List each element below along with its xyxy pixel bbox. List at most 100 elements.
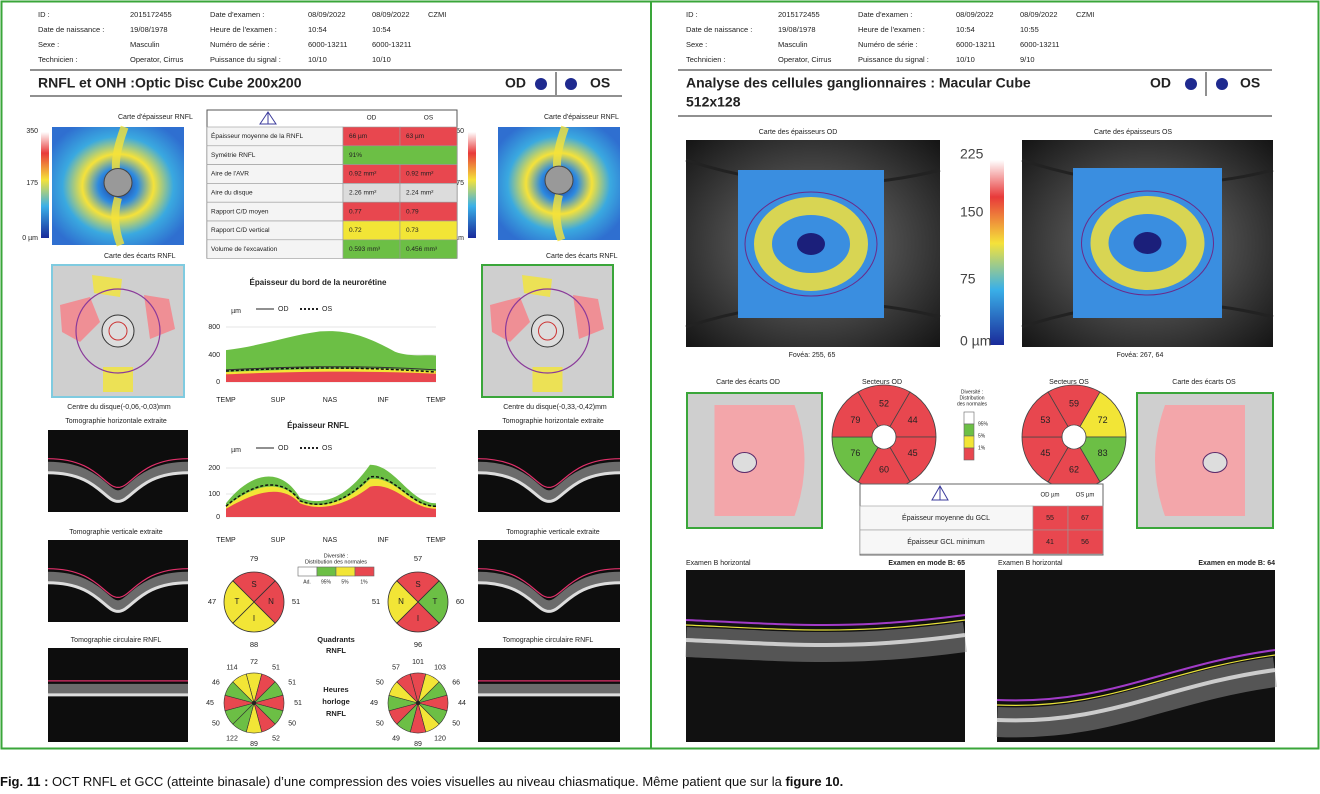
x-label: TEMP	[216, 397, 236, 404]
eye-label: OS	[590, 75, 610, 91]
caption-part: figure 10.	[785, 774, 843, 789]
gcl-sector	[857, 384, 911, 428]
info-text: 08/09/2022	[372, 10, 410, 19]
info-text: Heure de l'examen :	[858, 25, 925, 34]
table-cell-text: 0.92 mm²	[406, 171, 434, 178]
table-cell-text: 0.73	[406, 227, 419, 234]
bscan-layer	[996, 668, 1276, 723]
map-label: Secteurs OS	[1049, 379, 1089, 386]
clock-value: 50	[288, 720, 296, 727]
cup	[108, 321, 128, 341]
x-label: SUP	[271, 537, 286, 544]
info-text: ID :	[686, 10, 698, 19]
eye-label: OS	[1240, 75, 1260, 91]
oct-layer	[47, 471, 189, 503]
table-cell-text: Épaisseur moyenne de la RNFL	[211, 131, 304, 140]
eye-dot	[1216, 78, 1228, 90]
x-label: NAS	[323, 397, 338, 404]
y-tick-label: 0	[216, 514, 220, 521]
scan-circle	[75, 288, 161, 374]
info-text: Technicien :	[686, 55, 726, 64]
table-cell-text: Rapport C/D vertical	[211, 227, 270, 234]
x-label: TEMP	[426, 537, 446, 544]
gcl-sector	[889, 391, 937, 438]
gcl-sector	[1079, 436, 1127, 483]
fovea	[797, 233, 825, 255]
bscan-label: Examen en mode B: 65	[888, 560, 965, 567]
fovea	[1133, 232, 1162, 254]
table-icon	[259, 111, 277, 125]
quadrant-value: 51	[292, 597, 300, 606]
legend-swatch	[963, 435, 975, 449]
oct-layer	[47, 461, 189, 501]
bscan-boundary	[685, 614, 966, 626]
oct-layer	[47, 581, 189, 613]
gcl-sector	[1079, 391, 1127, 438]
clock-value: 51	[288, 679, 296, 686]
legend-text: 5%	[978, 433, 986, 439]
eye-label: OD	[505, 75, 526, 91]
clock-value: 46	[212, 679, 220, 686]
quadrant-value: 79	[250, 554, 258, 563]
legend-text: 95%	[978, 421, 989, 427]
clock-value: 50	[212, 720, 220, 727]
table-cell	[859, 505, 1034, 531]
deviation-area	[522, 275, 552, 297]
info-text: Sexe :	[686, 40, 707, 49]
bscan-boundary	[996, 649, 1276, 702]
map-label: Carte des épaisseurs OD	[759, 129, 838, 136]
table-cell-text: 55	[1046, 515, 1054, 522]
table-cell-text: 2.26 mm²	[349, 190, 377, 197]
legend-text: OD	[278, 306, 289, 313]
info-text: 10:55	[1020, 25, 1039, 34]
fovea	[732, 452, 757, 473]
gcl-sector	[831, 436, 879, 483]
legend-title: Diversité :	[961, 389, 983, 395]
sector-value: 52	[879, 398, 889, 408]
info-text: 6000-13211	[956, 40, 995, 49]
table-header: OS	[424, 115, 434, 122]
info-text: Operator, Cirrus	[778, 55, 832, 64]
scan-ellipse	[1081, 190, 1214, 296]
table-cell-text: 0.593 mm³	[349, 246, 381, 253]
scale-label: 0 µm	[960, 333, 991, 349]
bscan-layer	[685, 633, 966, 647]
sector-value: 76	[850, 448, 860, 458]
info-text: 10/10	[956, 55, 975, 64]
legend-swatch	[963, 411, 975, 425]
scan-circle	[504, 288, 591, 374]
table-header: OD	[367, 115, 377, 122]
table-cell	[1067, 505, 1104, 531]
quadrant-letter: N	[398, 597, 404, 606]
map-label: Carte des écarts OD	[716, 379, 780, 386]
legend-text: Ad.	[303, 579, 311, 585]
optic-disc	[544, 165, 574, 195]
clock-value: 51	[294, 700, 302, 707]
quadrant-sector	[387, 580, 419, 624]
scale-label: 350	[452, 128, 464, 135]
y-tick-label: 100	[208, 491, 220, 498]
legend-title: des normales	[957, 401, 988, 407]
sector-value: 59	[1069, 398, 1079, 408]
info-text: Masculin	[778, 40, 808, 49]
quadrant-value: 47	[208, 597, 216, 606]
sector-value: 45	[908, 448, 918, 458]
clock-value: 44	[458, 700, 466, 707]
info-text: 2015172455	[130, 10, 172, 19]
y-tick-label: 400	[208, 352, 220, 359]
legend-swatch	[297, 566, 318, 577]
gcl-sector	[889, 436, 937, 483]
chart-unit: µm	[231, 447, 241, 454]
map-label: Carte des écarts OS	[1172, 379, 1236, 386]
clock-center	[252, 701, 256, 705]
bscan-boundary	[685, 619, 966, 631]
optic-disc	[531, 314, 564, 348]
quadrant-value: 51	[372, 597, 380, 606]
bscan-boundary	[996, 654, 1276, 707]
color-scale	[468, 132, 476, 238]
table-cell-text: 41	[1046, 539, 1054, 546]
quadrant-letter: S	[251, 580, 256, 589]
sector-value: 53	[1040, 415, 1050, 425]
disc-center: Centre du disque(-0,33,-0,42)mm	[503, 404, 607, 411]
